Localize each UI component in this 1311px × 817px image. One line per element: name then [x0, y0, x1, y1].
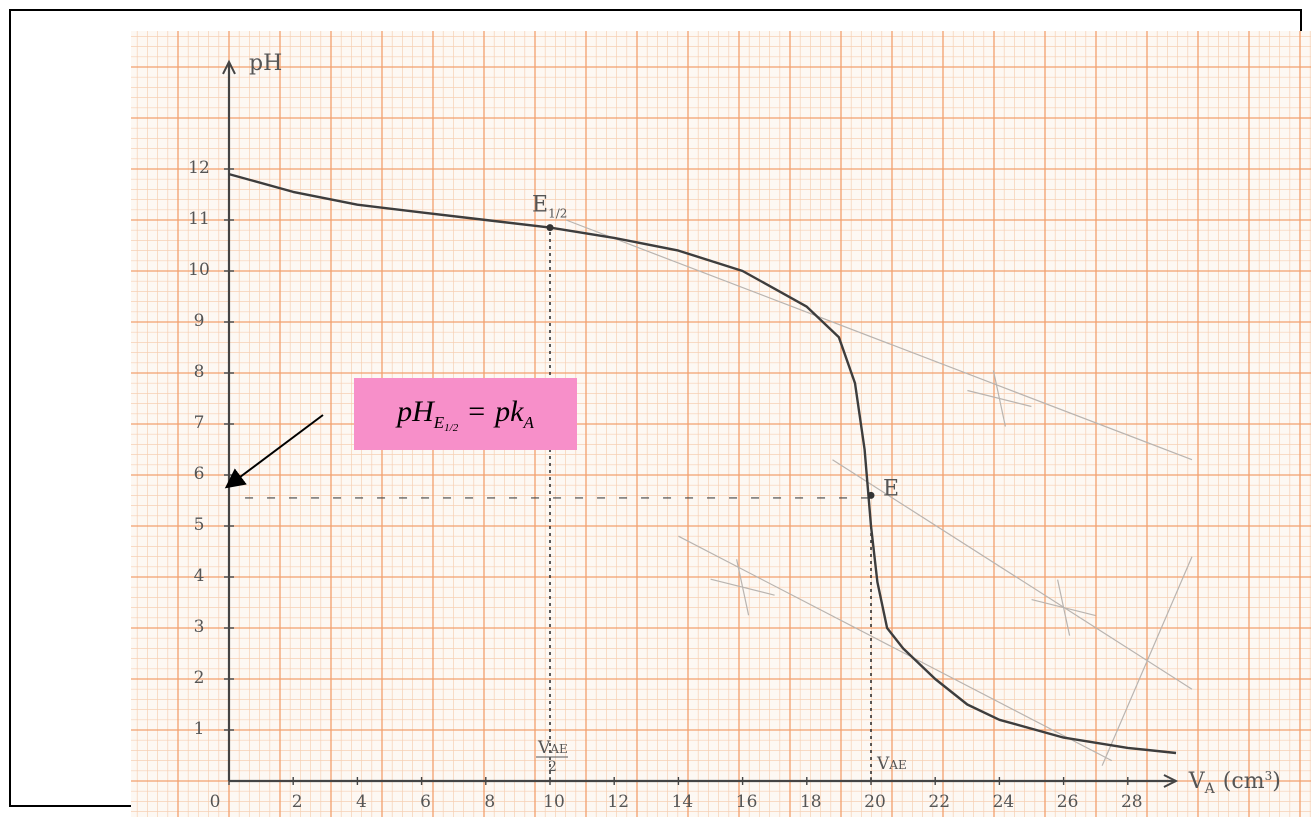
point-marker [867, 491, 875, 499]
x-tick-label: 26 [1057, 792, 1079, 812]
y-tick-label: 4 [194, 566, 205, 586]
y-tick-label: 5 [194, 515, 205, 535]
pk-annotation-box: pHE1/2 = pkA [354, 378, 577, 450]
y-tick-label: 12 [188, 158, 210, 178]
x-tick-label: 18 [800, 792, 822, 812]
axes: pH VA (cm3) [222, 51, 1281, 797]
x-tick-label: 14 [672, 792, 694, 812]
series-curve [228, 172, 1177, 755]
y-tick-label: 11 [188, 209, 210, 229]
construction-arc [992, 370, 1006, 427]
upper-tangent [565, 219, 1193, 461]
y-tick-label: 1 [194, 719, 205, 739]
marker-label: VAE [537, 738, 568, 758]
y-tick-label: 8 [194, 362, 205, 382]
graph-paper: pH VA (cm3) 0 2 4 6 8 10 12 14 16 18 20 22 24 26 28 1 2 3 4 5… [131, 31, 1311, 817]
titration-curve [228, 172, 1177, 755]
construction-arc [1057, 579, 1071, 636]
y-tick-label: 2 [194, 668, 205, 688]
y-tick-label: 10 [188, 260, 210, 280]
x-tick-label: 2 [292, 792, 303, 812]
x-tick-label: 22 [928, 792, 950, 812]
marker-label: VAE [876, 754, 907, 774]
marker-label-denominator: 2 [548, 759, 557, 775]
x-tick-label: 0 [210, 792, 221, 812]
middle-parallel [832, 459, 1193, 690]
lower-tangent [678, 535, 1113, 762]
x-tick-label: 4 [356, 792, 367, 812]
y-axis-arrow [222, 59, 236, 75]
x-axis-label: VA (cm3) [1188, 769, 1281, 797]
point-label: E [883, 476, 899, 501]
x-tick-label: 8 [484, 792, 495, 812]
pk-equation: pHE1/2 = pkA [397, 394, 534, 434]
dashed-guides [245, 227, 872, 781]
x-axis-arrow [1163, 774, 1179, 788]
x-tick-label: 24 [993, 792, 1015, 812]
y-tick-label: 3 [194, 617, 205, 637]
callout-arrow [224, 414, 324, 489]
x-tick-label: 20 [864, 792, 886, 812]
figure-frame: pH VA (cm3) 0 2 4 6 8 10 12 14 16 18 20 22 24 26 28 1 2 3 4 5… [9, 9, 1311, 817]
x-tick-label: 16 [736, 792, 758, 812]
x-tick-label: 28 [1121, 792, 1143, 812]
point-marker [546, 224, 554, 232]
y-axis-label: pH [249, 51, 282, 76]
x-tick-label: 10 [543, 792, 565, 812]
construction-arc [736, 559, 750, 616]
x-tick-label: 6 [420, 792, 431, 812]
x-tick-label: 12 [607, 792, 629, 812]
tangent-construction [565, 219, 1193, 766]
perpendicular [1101, 556, 1193, 766]
y-tick-label: 7 [194, 413, 205, 433]
point-label: E1/2 [532, 193, 567, 221]
y-tick-label: 9 [194, 311, 205, 331]
y-tick-label: 6 [194, 464, 205, 484]
grid-major [131, 31, 1311, 817]
